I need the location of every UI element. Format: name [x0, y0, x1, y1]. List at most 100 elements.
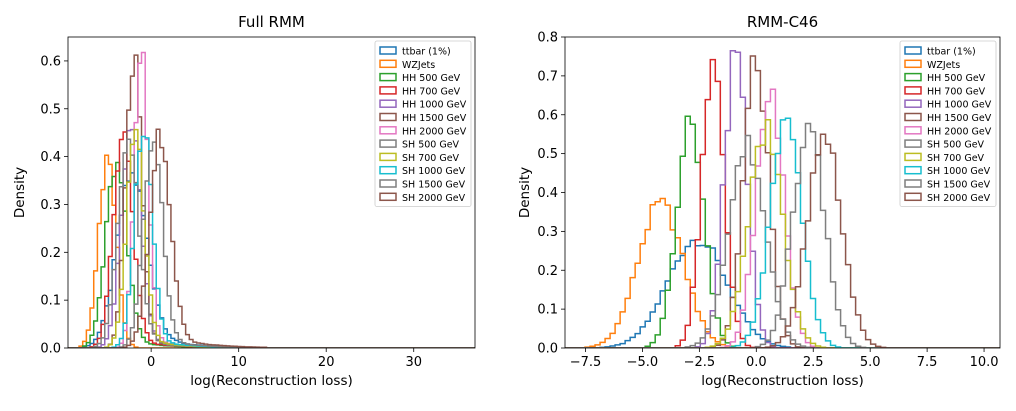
histogram-ttbar-1-: [565, 239, 1000, 348]
legend-swatch: [904, 46, 922, 55]
chart-0: 0 10 20 30 0.0 0.1 0.2 0.3 0.4 0.5 0.6 Full RMM log(…: [12, 13, 476, 389]
y-tick-label: 0.1: [40, 294, 61, 309]
legend-swatch: [904, 165, 922, 175]
y-tick-label: 0.8: [537, 31, 558, 46]
histogram-wzjets: [565, 197, 1000, 348]
histogram-sh-1000-gev: [565, 117, 1000, 348]
chart-1: −7.5 −5.0 −2.5 0.0 2.5 5.0 7.5 10.0 0.0 0.1 0.2 0.3…: [517, 13, 1001, 389]
x-axis-label: log(Reconstruction loss): [190, 373, 353, 389]
legend-entry: HH 2000 GeV: [402, 126, 467, 137]
legend-entry: HH 1500 GeV: [402, 113, 467, 124]
legend-entry: SH 700 GeV: [402, 153, 460, 164]
y-tick-label: 0.0: [537, 342, 558, 357]
legend-swatch: [379, 46, 397, 55]
legend-entry: SH 2000 GeV: [927, 193, 991, 204]
legend-entry: ttbar (1%): [402, 47, 451, 58]
x-axis-label: log(Reconstruction loss): [701, 373, 864, 389]
legend: ttbar (1%) WZJets HH 500 GeV HH 700 GeV HH 1…: [374, 40, 472, 208]
legend-entry: SH 1000 GeV: [402, 166, 466, 177]
legend-swatch: [904, 126, 922, 135]
legend-entry: HH 1000 GeV: [402, 100, 467, 111]
legend-box: [374, 40, 472, 208]
plot-frame: [67, 36, 476, 349]
histogram-sh-1500-gev: [68, 141, 475, 348]
x-tick-label: 20: [318, 355, 335, 370]
histogram-sh-500-gev: [565, 134, 1000, 348]
legend-swatch: [904, 139, 922, 148]
legend-swatch: [379, 152, 397, 162]
x-tick-label: −2.5: [684, 355, 716, 370]
legend-swatch: [379, 165, 397, 175]
legend-box: [899, 40, 997, 208]
x-tick-label: 10: [230, 355, 247, 370]
legend-swatch: [379, 192, 397, 202]
x-tick-label: −5.0: [627, 355, 659, 370]
y-tick-label: 0.5: [40, 102, 61, 117]
legend: ttbar (1%) WZJets HH 500 GeV HH 700 GeV HH 1…: [899, 40, 997, 208]
legend-entry: SH 500 GeV: [402, 140, 460, 151]
y-tick-label: 0.6: [40, 54, 61, 69]
legend-entry: WZJets: [927, 60, 960, 71]
x-tick-label: 5.0: [860, 355, 881, 370]
x-tick-label: 7.5: [917, 355, 938, 370]
legend-entry: HH 2000 GeV: [927, 126, 992, 137]
x-tick-label: 0: [147, 355, 155, 370]
y-tick-label: 0.4: [40, 150, 61, 165]
y-tick-label: 0.1: [537, 303, 558, 318]
y-tick-label: 0.3: [40, 198, 61, 213]
legend-swatch: [379, 126, 397, 135]
histograms: [565, 49, 1000, 348]
legend-swatch: [904, 86, 922, 95]
y-tick-label: 0.2: [537, 264, 558, 279]
legend-entry: HH 700 GeV: [927, 86, 986, 97]
y-axis-label: Density: [12, 167, 28, 218]
legend-swatch: [904, 179, 922, 188]
legend-swatch: [379, 99, 397, 108]
y-axis-label: Density: [517, 167, 533, 218]
legend-entry: SH 1500 GeV: [927, 180, 991, 191]
y-tick-label: 0.0: [40, 342, 61, 357]
histogram-hh-1000-gev: [565, 49, 1000, 348]
histogram-hh-700-gev: [565, 58, 1000, 348]
histogram-hh-2000-gev: [565, 88, 1000, 348]
legend-swatch: [379, 179, 397, 188]
legend-swatch: [379, 86, 397, 95]
legend-swatch: [904, 112, 922, 122]
x-tick-label: −7.5: [570, 355, 602, 370]
legend-swatch: [904, 72, 922, 82]
legend-entry: ttbar (1%): [927, 47, 976, 58]
legend-entry: HH 500 GeV: [402, 73, 461, 84]
legend-swatch: [379, 59, 397, 69]
y-tick-label: 0.7: [537, 69, 558, 84]
legend-swatch: [379, 139, 397, 148]
y-tick-label: 0.3: [537, 225, 558, 240]
x-tick-label: 0.0: [746, 355, 767, 370]
y-tick-label: 0.2: [40, 246, 61, 261]
x-tick-label: 30: [405, 355, 422, 370]
chart-title: Full RMM: [238, 13, 305, 31]
legend-swatch: [904, 152, 922, 162]
legend-entry: SH 700 GeV: [927, 153, 985, 164]
legend-swatch: [904, 192, 922, 202]
legend-entry: SH 2000 GeV: [402, 193, 466, 204]
histogram-sh-2000-gev: [565, 133, 1000, 348]
legend-swatch: [379, 72, 397, 82]
legend-entry: HH 1500 GeV: [927, 113, 992, 124]
x-tick-label: 10.0: [970, 355, 999, 370]
legend-entry: SH 1000 GeV: [927, 166, 991, 177]
legend-entry: HH 500 GeV: [927, 73, 986, 84]
histogram-sh-2000-gev: [68, 128, 475, 348]
y-tick-label: 0.4: [537, 186, 558, 201]
legend-entry: SH 500 GeV: [927, 140, 985, 151]
legend-swatch: [904, 99, 922, 108]
y-tick-label: 0.5: [537, 147, 558, 162]
legend-swatch: [379, 112, 397, 122]
legend-entry: SH 1500 GeV: [402, 180, 466, 191]
histograms: [68, 51, 475, 348]
chart-title: RMM-C46: [747, 13, 818, 31]
legend-entry: WZJets: [402, 60, 435, 71]
legend-entry: HH 700 GeV: [402, 86, 461, 97]
legend-entry: HH 1000 GeV: [927, 100, 992, 111]
histogram-hh-500-gev: [565, 115, 1000, 348]
